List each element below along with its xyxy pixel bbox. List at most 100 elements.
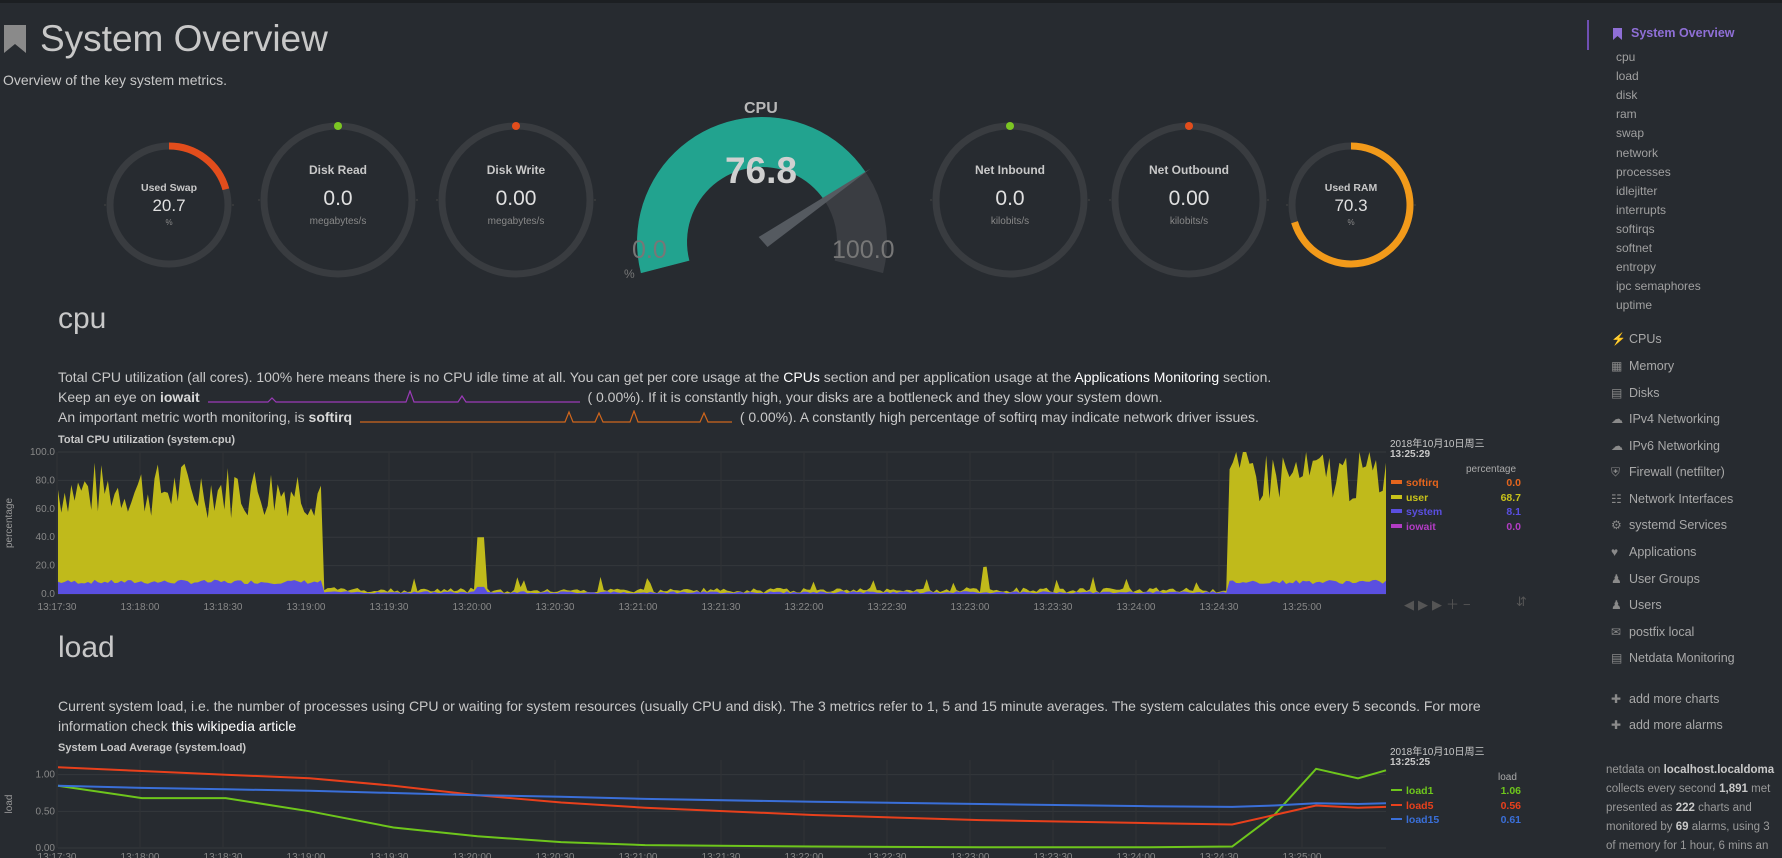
section-heading-load: load: [58, 631, 115, 664]
add-more-alarms-button[interactable]: ✚ add more alarms: [1611, 718, 1723, 732]
load-series-load5: [57, 766, 1387, 826]
add-more-alarms-label: add more alarms: [1629, 718, 1723, 732]
load-x-tick: 13:17:30: [38, 852, 77, 858]
legend-swatch: [1391, 789, 1402, 791]
cpu-gauge-needle: [758, 168, 871, 247]
cpu-x-tick: 13:18:30: [204, 602, 243, 613]
load-x-tick: 13:23:30: [1034, 852, 1073, 858]
cpu-legend-user[interactable]: user 68.7: [1391, 492, 1521, 504]
sidebar-subitem-ipc-semaphores[interactable]: ipc semaphores: [1616, 279, 1701, 294]
load-chart[interactable]: 1.00 0.50 0.00 load 13:17:30 13:18:00 13:18:30…: [0, 752, 1400, 858]
wikipedia-link[interactable]: this wikipedia article: [171, 718, 297, 734]
load-legend-date: 2018年10月10日周三: [1390, 747, 1485, 758]
cpu-desc-text-2: section and per application usage at the: [823, 369, 1072, 385]
legend-swatch: [1391, 480, 1402, 484]
sidebar-subitem-ram[interactable]: ram: [1616, 107, 1637, 122]
cpu-chart[interactable]: 100.0 80.0 60.0 40.0 20.0 0.0 percentage 13:17:…: [0, 444, 1400, 616]
sidebar-item-label: Applications: [1629, 545, 1697, 559]
sidebar-subitem-softirqs[interactable]: softirqs: [1616, 221, 1655, 236]
sidebar-item-users[interactable]: ♟ Users: [1611, 598, 1662, 612]
sidebar-subitem-processes[interactable]: processes: [1616, 164, 1671, 179]
sidebar-subitem-swap[interactable]: swap: [1616, 126, 1645, 141]
sidebar-item-memory[interactable]: ▦ Memory: [1611, 359, 1674, 373]
cpu-x-tick: 13:23:30: [1034, 602, 1073, 613]
cpu-chart-controls[interactable]: ◀▶▶＋−: [1404, 597, 1475, 612]
cpu-legend-softirq[interactable]: softirq 0.0: [1391, 477, 1521, 489]
gauge-title: Net Inbound: [975, 163, 1045, 178]
sidebar-item-systemd-services[interactable]: ⚙ systemd Services: [1611, 518, 1727, 532]
sidebar-item-cpus[interactable]: ⚡ CPUs: [1611, 332, 1662, 346]
cpu-gauge-name: CPU: [744, 100, 778, 117]
cloud-icon: ☁: [1611, 412, 1623, 426]
sidebar-item-ipv6-networking[interactable]: ☁ IPv6 Networking: [1611, 439, 1720, 453]
load-x-tick: 13:25:00: [1283, 852, 1322, 858]
cpu-legend-units: percentage: [1466, 464, 1517, 475]
sidebar-subitem-load[interactable]: load: [1616, 69, 1639, 84]
load-x-tick: 13:22:00: [785, 852, 824, 858]
chart-icon: ▤: [1611, 651, 1623, 665]
cpu-x-tick: 13:22:00: [785, 602, 824, 613]
sidebar-item-netdata-monitoring[interactable]: ▤ Netdata Monitoring: [1611, 651, 1735, 665]
sidebar-footer-2: collects every second 1,891 met: [1606, 783, 1771, 795]
cpu-chart-resize-handle[interactable]: ⇵: [1516, 594, 1531, 609]
softirq-line: An important metric worth monitoring, is…: [58, 409, 1259, 425]
gauge-used-swap[interactable]: Used Swap 20.7%: [103, 140, 235, 270]
gauge-unit: %: [165, 218, 173, 227]
sidebar-item-label: systemd Services: [1629, 518, 1727, 532]
gauge-net-inbound[interactable]: Net Inbound 0.0 kilobits/s: [929, 120, 1091, 280]
cpu-legend-system[interactable]: system 8.1: [1391, 506, 1521, 518]
sidebar-item-ipv4-networking[interactable]: ☁ IPv4 Networking: [1611, 412, 1720, 426]
cpu-x-tick: 13:17:30: [38, 602, 77, 613]
sidebar-item-user-groups[interactable]: ♟ User Groups: [1611, 572, 1700, 586]
load-legend-units: load: [1498, 772, 1517, 783]
load-x-tick: 13:23:00: [951, 852, 990, 858]
sidebar-item-network-interfaces[interactable]: ☷ Network Interfaces: [1611, 492, 1733, 506]
sidebar-item-label: Netdata Monitoring: [1629, 651, 1735, 665]
sidebar-item-disks[interactable]: ▤ Disks: [1611, 386, 1660, 400]
load-legend-load5[interactable]: load5 0.56: [1391, 800, 1521, 812]
cpus-link[interactable]: CPUs: [783, 369, 820, 385]
add-more-charts-button[interactable]: ✚ add more charts: [1611, 692, 1719, 706]
sidebar-item-postfix-local[interactable]: ✉ postfix local: [1611, 625, 1694, 639]
sidebar-item-label: Users: [1629, 598, 1662, 612]
load-legend-load1[interactable]: load1 1.06: [1391, 785, 1521, 797]
sidebar-subitem-interrupts[interactable]: interrupts: [1616, 202, 1667, 217]
sidebar-item-firewall-netfilter[interactable]: ⛨ Firewall (netfilter): [1611, 465, 1725, 480]
sidebar-subitem-disk[interactable]: disk: [1616, 88, 1638, 103]
sidebar-item-label: CPUs: [1629, 332, 1662, 346]
gauge-disk-write[interactable]: Disk Write 0.00 megabytes/s: [435, 120, 597, 280]
plus-icon: ✚: [1611, 692, 1622, 706]
gauge-disk-read[interactable]: Disk Read 0.0 megabytes/s: [257, 120, 419, 280]
bolt-icon: ⚡: [1611, 332, 1626, 346]
sidebar-subitem-cpu[interactable]: cpu: [1616, 50, 1636, 64]
iowait-text: Keep an eye on: [58, 389, 157, 405]
cpu-y-tick: 60.0: [36, 504, 56, 515]
sidebar-subitem-idlejitter[interactable]: idlejitter: [1616, 183, 1658, 198]
cpu-gauge[interactable]: [620, 92, 910, 282]
load-x-tick: 13:22:30: [868, 852, 907, 858]
sidebar-item-label: Disks: [1629, 386, 1660, 400]
sidebar-subitem-uptime[interactable]: uptime: [1616, 298, 1653, 313]
sidebar-subitem-entropy[interactable]: entropy: [1616, 260, 1657, 275]
gauge-used-ram[interactable]: Used RAM 70.3%: [1285, 140, 1417, 270]
iowait-label: iowait: [159, 389, 200, 405]
sidebar-footer-1: netdata on localhost.localdoma: [1606, 764, 1775, 776]
load-x-tick: 13:20:30: [536, 852, 575, 858]
sidebar-subitem-network[interactable]: network: [1616, 145, 1659, 160]
gauge-value: 0.00: [495, 187, 537, 211]
cpu-legend-iowait[interactable]: iowait 0.0: [1391, 521, 1521, 533]
plus-icon: ✚: [1611, 718, 1622, 732]
gauge-unit: kilobits/s: [990, 216, 1030, 227]
gauge-value: 20.7: [152, 195, 186, 215]
sidebar-item-applications[interactable]: ♥ Applications: [1611, 545, 1696, 559]
applications-monitoring-link[interactable]: Applications Monitoring: [1074, 369, 1220, 385]
gauge-net-outbound[interactable]: Net Outbound 0.00 kilobits/s: [1108, 120, 1270, 280]
load-legend-load15[interactable]: load15 0.61: [1391, 814, 1521, 826]
sidebar-subitem-softnet[interactable]: softnet: [1616, 241, 1653, 255]
sidebar-item-label: Memory: [1629, 359, 1675, 373]
cpu-x-tick: 13:23:00: [951, 602, 990, 613]
load-series-load1: [57, 767, 1387, 849]
user-icon: ♟: [1611, 598, 1622, 612]
legend-value: 8.1: [1506, 506, 1521, 518]
sidebar-item-system-overview[interactable]: System Overview: [1631, 26, 1735, 40]
